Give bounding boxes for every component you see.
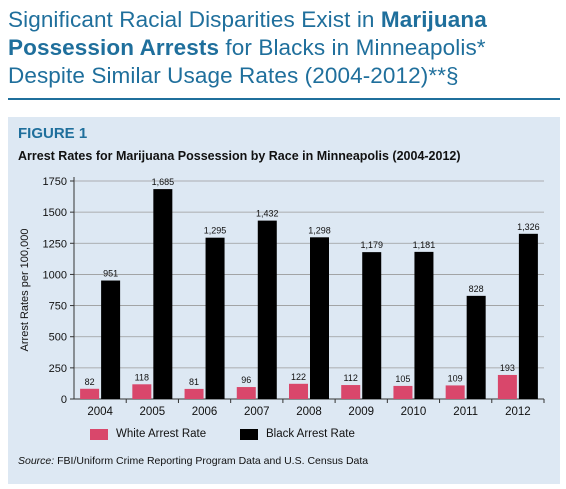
- bar-label-black: 951: [103, 269, 118, 279]
- headline: Significant Racial Disparities Exist in …: [8, 6, 558, 90]
- legend-white-swatch: [90, 428, 108, 440]
- bar-white: [393, 385, 413, 399]
- bar-label-white: 118: [135, 372, 149, 382]
- y-axis-label: Arrest Rates per 100,000: [19, 229, 31, 352]
- bar-white: [289, 383, 308, 399]
- bar-label-white: 122: [291, 372, 306, 382]
- legend-black: Black Arrest Rate: [240, 428, 355, 440]
- bar-black: [310, 237, 329, 399]
- bar-white: [497, 374, 517, 399]
- bar-black: [362, 252, 382, 399]
- bar-label-black: 1,432: [256, 209, 279, 219]
- legend-white-label: White Arrest Rate: [116, 428, 207, 440]
- headline-divider: [8, 98, 560, 100]
- bar-label-white: 105: [395, 374, 410, 384]
- source-note: Source: FBI/Uniform Crime Reporting Prog…: [18, 455, 368, 467]
- bar-black: [101, 280, 121, 399]
- bar-label-black: 1,295: [204, 226, 227, 236]
- bar-white: [132, 384, 152, 399]
- bar-white: [236, 387, 256, 399]
- bar-black: [257, 220, 277, 399]
- bar-label-black: 1,179: [360, 240, 383, 250]
- y-tick-label: 1500: [43, 207, 67, 219]
- headline-part1: Significant Racial Disparities Exist in: [8, 7, 381, 32]
- y-tick-label: 1750: [43, 176, 67, 188]
- figure-panel: FIGURE 1 Arrest Rates for Marijuana Poss…: [8, 117, 560, 484]
- bar-white: [184, 388, 204, 399]
- y-tick-label: 500: [49, 332, 67, 344]
- bar-chart: 0 250 500 750 1000 1250 1500 1750 Arrest Rates p…: [19, 176, 545, 418]
- bar-white: [445, 385, 465, 399]
- x-tick-label: 2008: [296, 406, 322, 418]
- x-tick-label: 2006: [192, 406, 218, 418]
- bar-label-black: 1,298: [308, 225, 331, 235]
- x-tick-label: 2004: [87, 406, 113, 418]
- headline-bold2: Possession Arrests: [8, 35, 220, 60]
- bar-white: [341, 385, 361, 399]
- figure-label: FIGURE 1: [18, 125, 88, 142]
- bar-label-black: 1,326: [517, 222, 540, 232]
- bar-label-white: 112: [344, 373, 358, 383]
- bar-label-black: 1,181: [413, 240, 436, 250]
- bar-black: [518, 233, 538, 399]
- headline-line3: Despite Similar Usage Rates (2004-2012)*…: [8, 63, 459, 88]
- source-prefix: Source:: [18, 455, 55, 467]
- bar-black: [205, 237, 225, 399]
- bar-white: [80, 388, 100, 399]
- bar-label-white: 96: [241, 375, 251, 385]
- x-tick-label: 2009: [348, 406, 374, 418]
- x-tick-label: 2007: [244, 406, 270, 418]
- y-tick-label: 1000: [43, 269, 67, 281]
- source-text: FBI/Uniform Crime Reporting Program Data…: [54, 455, 369, 467]
- legend-black-swatch: [240, 428, 258, 440]
- x-tick-label: 2010: [401, 406, 427, 418]
- bar-label-black: 1,685: [152, 177, 175, 187]
- bar-label-black: 828: [469, 284, 484, 294]
- bar-label-white: 82: [85, 377, 95, 387]
- bar-label-white: 193: [500, 363, 515, 373]
- bar-black: [466, 295, 486, 399]
- y-tick-label: 250: [49, 363, 67, 375]
- headline-bold1: Marijuana: [380, 7, 487, 32]
- x-tick-label: 2011: [453, 406, 478, 418]
- x-tick-label: 2005: [140, 406, 166, 418]
- y-tick-label: 750: [49, 301, 67, 313]
- bar-black: [414, 251, 434, 399]
- legend-white: White Arrest Rate: [90, 428, 206, 440]
- x-tick-label: 2012: [505, 406, 531, 418]
- bar-label-white: 81: [189, 377, 199, 387]
- chart-title: Arrest Rates for Marijuana Possession by…: [18, 149, 461, 163]
- bar-label-white: 109: [448, 373, 463, 383]
- y-tick-label: 1250: [43, 238, 67, 250]
- headline-part2: for Blacks in Minneapolis*: [219, 35, 486, 60]
- bar-black: [153, 189, 173, 399]
- legend-black-label: Black Arrest Rate: [266, 428, 355, 440]
- y-tick-label: 0: [61, 394, 67, 406]
